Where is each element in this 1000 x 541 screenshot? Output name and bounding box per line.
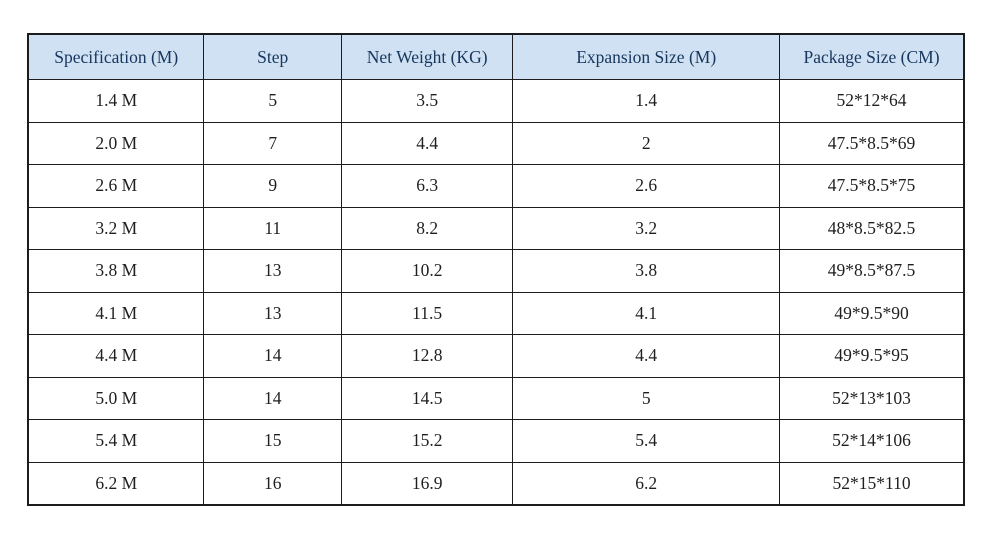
table-cell: 48*8.5*82.5 <box>779 206 965 250</box>
table-row: 4.1 M 13 11.5 4.1 49*9.5*90 <box>27 291 965 335</box>
table-row: 5.4 M 15 15.2 5.4 52*14*106 <box>27 419 965 463</box>
table-cell: 3.2 M <box>27 206 205 250</box>
table-cell: 52*12*64 <box>779 79 965 123</box>
table-cell: 47.5*8.5*75 <box>779 164 965 208</box>
column-header: Step <box>203 33 343 80</box>
table-cell: 47.5*8.5*69 <box>779 121 965 165</box>
table-cell: 16.9 <box>341 461 514 506</box>
table-cell: 16 <box>203 461 343 506</box>
table-cell: 15 <box>203 419 343 463</box>
table-cell: 11 <box>203 206 343 250</box>
column-header: Package Size (CM) <box>779 33 965 80</box>
table-cell: 1.4 <box>512 79 781 123</box>
table-cell: 13 <box>203 291 343 335</box>
table-cell: 7 <box>203 121 343 165</box>
table-cell: 5 <box>512 376 781 420</box>
table-cell: 2.6 M <box>27 164 205 208</box>
table-cell: 3.8 <box>512 249 781 293</box>
table-cell: 3.8 M <box>27 249 205 293</box>
table-cell: 49*9.5*95 <box>779 334 965 378</box>
product-specification-table: Specification (M) Step Net Weight (KG) Expa… <box>27 33 965 506</box>
table-row: 3.8 M 13 10.2 3.8 49*8.5*87.5 <box>27 249 965 293</box>
table-row: 6.2 M 16 16.9 6.2 52*15*110 <box>27 461 965 506</box>
table-cell: 4.4 <box>341 121 514 165</box>
table-row: 4.4 M 14 12.8 4.4 49*9.5*95 <box>27 334 965 378</box>
table-cell: 5.0 M <box>27 376 205 420</box>
table-body: 1.4 M 5 3.5 1.4 52*12*64 2.0 M 7 4.4 2 47.5*8.5*6… <box>27 79 965 506</box>
table-cell: 3.2 <box>512 206 781 250</box>
table-cell: 2 <box>512 121 781 165</box>
column-header: Specification (M) <box>27 33 205 80</box>
table-cell: 9 <box>203 164 343 208</box>
table-row: 1.4 M 5 3.5 1.4 52*12*64 <box>27 79 965 123</box>
column-header: Expansion Size (M) <box>512 33 781 80</box>
table-row: 3.2 M 11 8.2 3.2 48*8.5*82.5 <box>27 206 965 250</box>
table-cell: 6.2 M <box>27 461 205 506</box>
table-cell: 6.3 <box>341 164 514 208</box>
table-cell: 8.2 <box>341 206 514 250</box>
table-cell: 52*15*110 <box>779 461 965 506</box>
table-header: Specification (M) Step Net Weight (KG) Expa… <box>27 33 965 80</box>
table-cell: 12.8 <box>341 334 514 378</box>
table-cell: 52*14*106 <box>779 419 965 463</box>
table-cell: 14 <box>203 334 343 378</box>
table-cell: 13 <box>203 249 343 293</box>
table-cell: 49*8.5*87.5 <box>779 249 965 293</box>
table-row: 2.0 M 7 4.4 2 47.5*8.5*69 <box>27 121 965 165</box>
table-cell: 52*13*103 <box>779 376 965 420</box>
table-row: 5.0 M 14 14.5 5 52*13*103 <box>27 376 965 420</box>
table-cell: 3.5 <box>341 79 514 123</box>
table-cell: 5.4 M <box>27 419 205 463</box>
table-cell: 11.5 <box>341 291 514 335</box>
table-cell: 15.2 <box>341 419 514 463</box>
table-cell: 6.2 <box>512 461 781 506</box>
table-cell: 5 <box>203 79 343 123</box>
table-cell: 4.1 <box>512 291 781 335</box>
table-cell: 2.6 <box>512 164 781 208</box>
table-cell: 4.4 <box>512 334 781 378</box>
table-cell: 14 <box>203 376 343 420</box>
table-cell: 1.4 M <box>27 79 205 123</box>
column-header: Net Weight (KG) <box>341 33 514 80</box>
table-cell: 14.5 <box>341 376 514 420</box>
table-cell: 2.0 M <box>27 121 205 165</box>
table-cell: 49*9.5*90 <box>779 291 965 335</box>
table-header-row: Specification (M) Step Net Weight (KG) Expa… <box>27 33 965 80</box>
table-cell: 10.2 <box>341 249 514 293</box>
table-cell: 4.4 M <box>27 334 205 378</box>
table-row: 2.6 M 9 6.3 2.6 47.5*8.5*75 <box>27 164 965 208</box>
table-cell: 4.1 M <box>27 291 205 335</box>
table-cell: 5.4 <box>512 419 781 463</box>
